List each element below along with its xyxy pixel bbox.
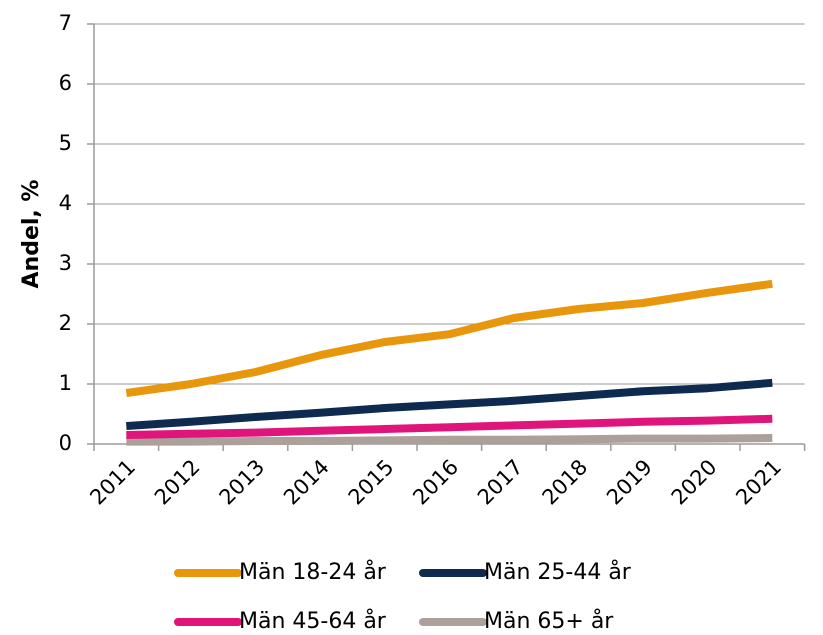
x-tick-label: 2017 — [473, 455, 528, 510]
legend-label: Män 65+ år — [484, 608, 614, 634]
x-tick-label: 2016 — [408, 455, 463, 510]
legend-label: Män 45-64 år — [239, 608, 387, 634]
series-line — [125, 279, 773, 397]
series-line — [126, 378, 773, 430]
y-tick-label: 1 — [59, 371, 72, 395]
x-tick-label: 2013 — [215, 455, 270, 510]
x-tick-label: 2014 — [279, 455, 334, 510]
x-tick-label: 2015 — [344, 455, 399, 510]
x-tick-label: 2018 — [538, 455, 593, 510]
series-line — [126, 414, 773, 439]
series-line — [126, 434, 773, 446]
legend-label: Män 18-24 år — [239, 559, 387, 585]
y-tick-label: 5 — [59, 131, 72, 155]
x-tick-label: 2012 — [150, 455, 205, 510]
y-tick-label: 7 — [59, 11, 72, 35]
y-tick-label: 3 — [59, 251, 72, 275]
x-tick-label: 2011 — [85, 455, 140, 510]
legend-label: Män 25-44 år — [484, 559, 632, 585]
y-tick-label: 2 — [59, 311, 72, 335]
x-tick-label: 2019 — [602, 455, 657, 510]
x-tick-label: 2021 — [731, 455, 786, 510]
x-tick-label: 2020 — [667, 455, 722, 510]
y-axis-label: Andel, % — [19, 180, 44, 289]
y-tick-label: 4 — [59, 191, 72, 215]
y-tick-label: 6 — [59, 71, 72, 95]
y-tick-label: 0 — [59, 431, 72, 455]
